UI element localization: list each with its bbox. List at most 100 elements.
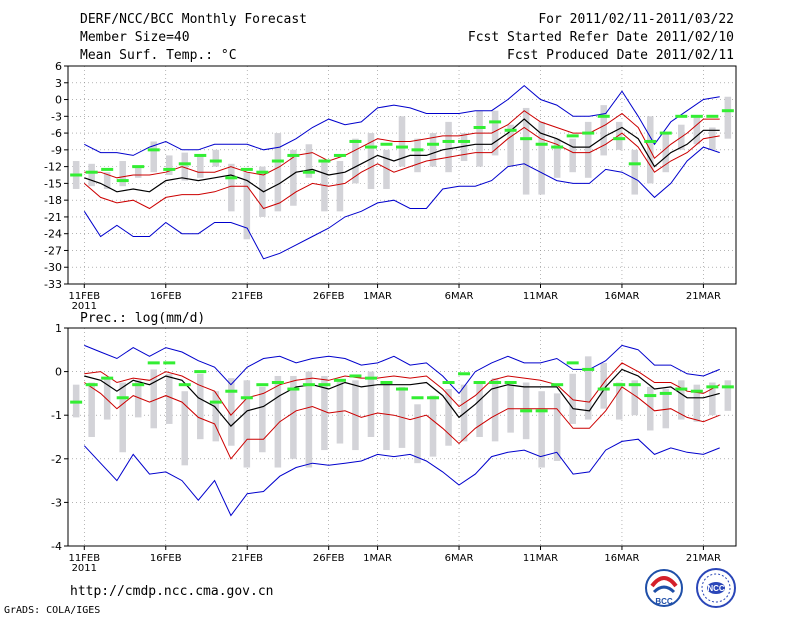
temp-tick-label-x: 16MAR: [604, 291, 639, 302]
prec-ensemble-bar: [150, 369, 157, 429]
prec-series-lower: [84, 382, 720, 460]
temp-tick-label-x: 6MAR: [445, 291, 474, 302]
temp-tick-label-y: -30: [44, 261, 62, 274]
prec-tick-label-y: -3: [51, 496, 62, 509]
temp-ensemble-bar: [367, 133, 375, 189]
temp-ensemble-bar: [305, 144, 313, 178]
prec-ensemble-bar: [709, 382, 716, 416]
temp-tick-label-y: -24: [44, 228, 62, 241]
temp-ensemble-bar: [631, 149, 639, 195]
prec-ensemble-bar: [88, 382, 95, 437]
temp-ensemble-bar: [336, 161, 344, 212]
prec-ensemble-bar: [414, 404, 421, 464]
prec-tick-label-x: 11MAR: [523, 553, 558, 564]
ncc-logo-text: NCC: [707, 584, 725, 593]
prec-tick-label-y: -4: [51, 540, 62, 553]
started-refer-date-label: Fcst Started Refer Date 2011/02/10: [467, 30, 734, 45]
prec-ensemble-bar: [476, 382, 483, 437]
temp-tick-label-x: 21FEB: [231, 291, 263, 302]
prec-ensemble-bar: [631, 380, 639, 416]
temp-ensemble-bar: [445, 121, 452, 173]
temp-ensemble-bar: [615, 121, 623, 150]
prec-tick-label-x: 1MAR: [363, 553, 392, 564]
temp-ensemble-bar: [243, 172, 251, 240]
prec-ensemble-bar: [445, 389, 452, 446]
temp-ensemble-bar: [150, 141, 157, 173]
temp-ensemble-bar: [569, 138, 576, 173]
prec-ensemble-bar: [383, 384, 390, 451]
prec-ensemble-bar: [197, 373, 204, 440]
temp-tick-label-y: 6: [55, 60, 62, 73]
prec-tick-label-x: 6MAR: [445, 553, 474, 564]
temp-ensemble-bar: [259, 166, 266, 217]
temp-ensemble-bar: [88, 163, 95, 187]
prec-tick-label-x: 16FEB: [150, 553, 182, 564]
temp-ensemble-bar: [212, 149, 220, 167]
prec-ensemble-bar: [367, 371, 375, 437]
temp-tick-label-x: 1MAR: [363, 291, 392, 302]
prec-ensemble-bar: [228, 378, 235, 446]
temp-ensemble-bar: [274, 133, 282, 212]
bcc-logo-text: BCC: [655, 597, 673, 606]
temp-ensemble-bar: [197, 155, 204, 178]
prec-ensemble-bar: [259, 386, 266, 453]
temp-tick-label-y: 0: [55, 94, 62, 107]
prec-series-mean: [84, 368, 720, 427]
prec-ensemble-bar: [212, 391, 220, 442]
prec-ensemble-bar: [165, 373, 173, 424]
temp-ensemble-bar: [103, 172, 111, 189]
temp-tick-label-y: -9: [51, 144, 62, 157]
prec-ensemble-bar: [584, 356, 592, 420]
temp-ensemble-bar: [429, 133, 437, 167]
prec-series-max: [84, 344, 720, 395]
footer-url[interactable]: http://cmdp.ncc.cma.gov.cn: [70, 584, 274, 599]
temp-ensemble-bar: [693, 116, 701, 145]
prec-ensemble-bar: [600, 362, 607, 409]
prec-ensemble-bar: [290, 375, 297, 459]
temp-ensemble-bar: [460, 133, 468, 162]
prec-series-min: [83, 438, 720, 517]
prec-ensemble-bar: [662, 389, 670, 429]
temp-ensemble-bar: [538, 121, 545, 195]
prec-ensemble-bar: [615, 382, 623, 420]
prec-ensemble-bar: [538, 391, 545, 468]
prec-ensemble-bar: [429, 395, 437, 457]
temp-ensemble-bar: [507, 124, 514, 167]
prec-ensemble-bar: [321, 375, 328, 451]
temp-ensemble-bar: [321, 161, 328, 212]
prec-tick-label-x: 21FEB: [231, 553, 263, 564]
precip-title: Prec.: log(mm/d): [80, 311, 206, 326]
bcc-logo: BCC: [645, 569, 683, 607]
temp-tick-label-x: 26FEB: [313, 291, 345, 302]
prec-ensemble-bar: [243, 380, 251, 468]
figure-title: DERF/NCC/BCC Monthly Forecast: [80, 12, 307, 27]
temp-ensemble-bar: [724, 96, 732, 139]
temp-tick-label-x: 21MAR: [686, 291, 721, 302]
temp-ensemble-bar: [600, 105, 607, 156]
member-size-label: Member Size=40: [80, 30, 190, 45]
temp-tick-label-y: -12: [44, 161, 62, 174]
temp-ensemble-bar: [709, 127, 716, 150]
temp-series-min: [83, 146, 720, 260]
prec-tick-label-y: 1: [55, 322, 62, 335]
temp-tick-label-y: -15: [44, 177, 62, 190]
temp-tick-label-y: -3: [51, 110, 62, 123]
prec-ensemble-bar: [491, 378, 499, 442]
temp-series-upper: [84, 110, 720, 179]
temp-ensemble-bar: [553, 138, 561, 178]
prec-tick-label-x: 26FEB: [313, 553, 345, 564]
temp-frame: [67, 65, 737, 285]
temp-tick-sublabel-x: 2011: [72, 301, 97, 312]
temp-series-mean: [84, 118, 720, 193]
temp-tick-label-x: 11MAR: [523, 291, 558, 302]
temp-tick-label-x: 16FEB: [150, 291, 182, 302]
prec-ensemble-bar: [553, 393, 561, 461]
temp-series-max: [84, 84, 720, 156]
temp-ensemble-bar: [119, 161, 126, 187]
prec-tick-label-x: 16MAR: [604, 553, 639, 564]
prec-ensemble-bar: [678, 380, 685, 420]
produced-date-label: Fcst Produced Date 2011/02/11: [507, 48, 734, 63]
temp-tick-label-y: -18: [44, 194, 62, 207]
